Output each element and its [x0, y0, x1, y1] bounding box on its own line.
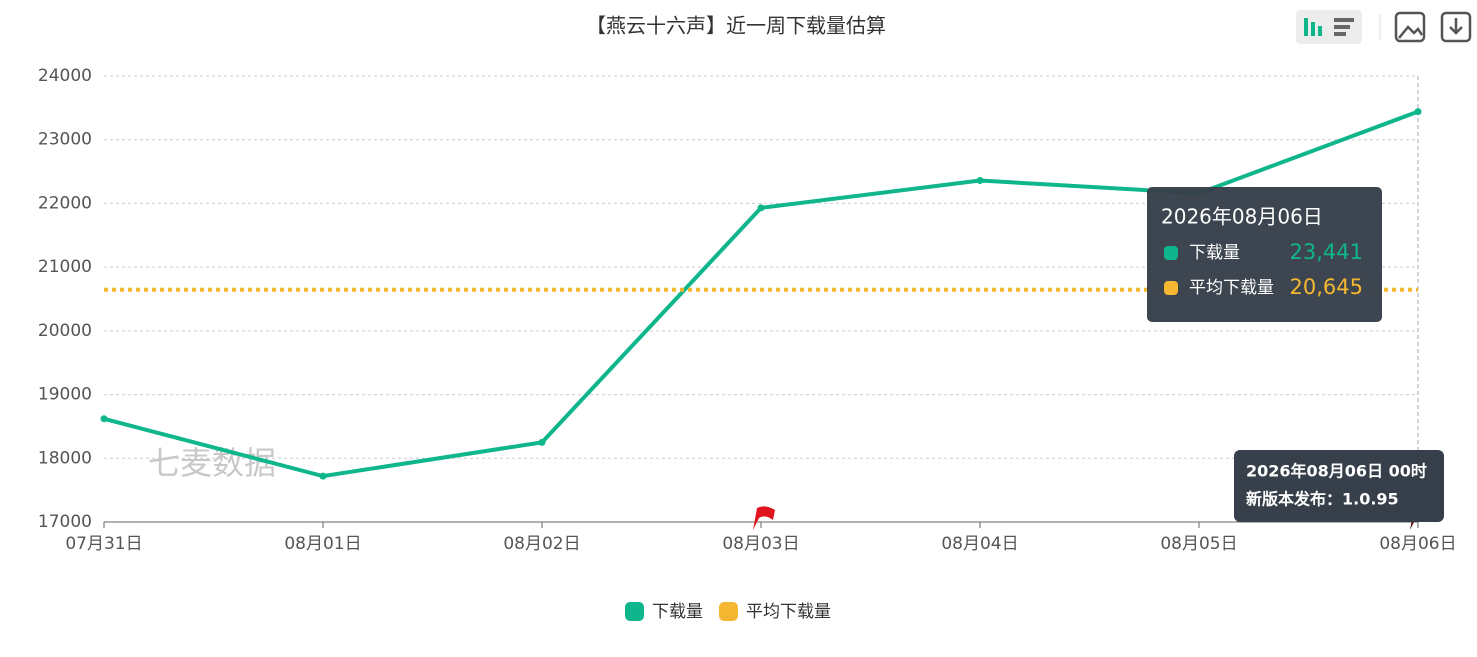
- x-tick-label: 08月02日: [503, 534, 580, 554]
- icon: [1304, 18, 1308, 36]
- y-tick-label: 21000: [38, 257, 92, 277]
- icon: [1311, 22, 1315, 36]
- event-flag: [753, 506, 775, 530]
- point: [538, 438, 546, 446]
- y-tick-label: 17000: [38, 512, 92, 532]
- y-tick-label: 20000: [38, 321, 92, 341]
- point: [1414, 108, 1422, 116]
- icon: [1318, 26, 1322, 36]
- icon: [1449, 18, 1463, 35]
- x-tick-label: 07月31日: [65, 534, 142, 554]
- legend-label: 下载量: [652, 602, 703, 622]
- y-tick-label: 23000: [38, 130, 92, 150]
- y-tick-label: 24000: [38, 66, 92, 86]
- x-tick-label: 08月04日: [941, 534, 1018, 554]
- toolbar[interactable]: [1296, 10, 1472, 44]
- y-tick-label: 18000: [38, 448, 92, 468]
- tooltip: [1147, 187, 1382, 322]
- point: [757, 204, 765, 212]
- event-label: 2026年08月06日 00时: [1246, 462, 1427, 481]
- tooltip-marker: [1164, 246, 1178, 260]
- watermark: 七麦数据: [148, 444, 276, 482]
- icon: [1398, 25, 1424, 39]
- icon: [1334, 25, 1350, 29]
- icon: [1334, 18, 1354, 22]
- legend-marker: [625, 602, 644, 621]
- x-tick-label: 08月03日: [722, 534, 799, 554]
- y-tick-label: 22000: [38, 193, 92, 213]
- x-tick-label: 08月06日: [1379, 534, 1456, 554]
- download[interactable]: [1440, 11, 1472, 43]
- tooltip-name: 下载量: [1189, 243, 1240, 263]
- event-label-box: [1234, 450, 1444, 522]
- event-label: 新版本发布：1.0.95: [1246, 490, 1399, 509]
- icon: [1334, 32, 1346, 36]
- tooltip-value: 23,441: [1290, 240, 1363, 264]
- x-tick-label: 08月05日: [1160, 534, 1237, 554]
- legend-label: 平均下载量: [746, 602, 831, 622]
- tooltip-title: 2026年08月06日: [1161, 205, 1323, 229]
- legend-marker: [719, 602, 738, 621]
- tooltip-value: 20,645: [1290, 275, 1363, 299]
- save-image[interactable]: [1394, 11, 1426, 43]
- y-tick-label: 19000: [38, 385, 92, 405]
- tooltip-marker: [1164, 281, 1178, 295]
- tooltip-name: 平均下载量: [1189, 278, 1274, 298]
- x-tick-label: 08月01日: [284, 534, 361, 554]
- point: [319, 472, 327, 480]
- point: [100, 415, 108, 423]
- point: [976, 176, 984, 184]
- chart-title: 【燕云十六声】近一周下载量估算: [586, 14, 886, 38]
